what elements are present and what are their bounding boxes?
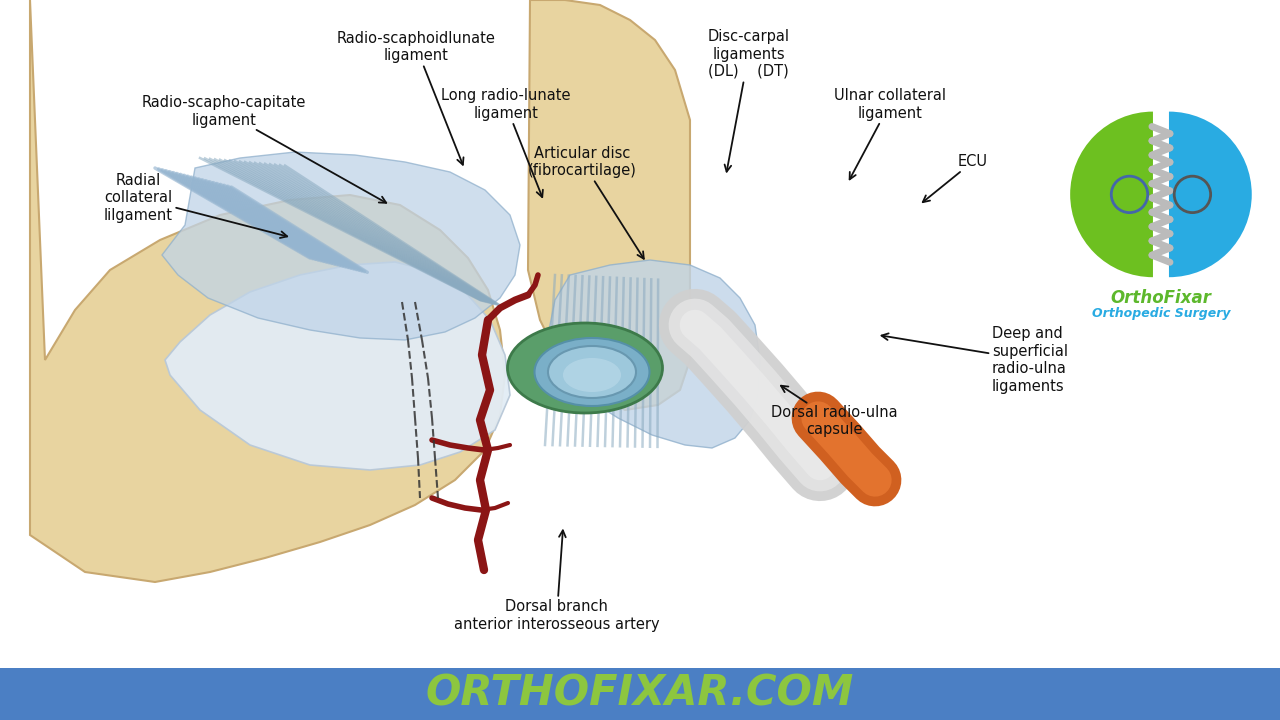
- Ellipse shape: [507, 323, 663, 413]
- Ellipse shape: [548, 346, 636, 398]
- Text: Ulnar collateral
ligament: Ulnar collateral ligament: [833, 88, 946, 179]
- Ellipse shape: [535, 338, 649, 406]
- Text: Dorsal radio-ulna
capsule: Dorsal radio-ulna capsule: [772, 386, 897, 437]
- Text: OrthoFixar: OrthoFixar: [1111, 289, 1211, 307]
- Polygon shape: [529, 0, 690, 410]
- Bar: [0, 668, 1280, 720]
- Polygon shape: [29, 0, 506, 582]
- Text: Long radio-lunate
ligament: Long radio-lunate ligament: [440, 88, 571, 197]
- Wedge shape: [1070, 112, 1153, 277]
- Polygon shape: [548, 260, 760, 448]
- Text: Articular disc
(fibrocartilage): Articular disc (fibrocartilage): [527, 145, 644, 258]
- Wedge shape: [1169, 112, 1252, 277]
- Text: Radial
collateral
lilgament: Radial collateral lilgament: [104, 173, 287, 238]
- Text: Disc-carpal
ligaments
(DL)    (DT): Disc-carpal ligaments (DL) (DT): [708, 29, 790, 171]
- Text: Deep and
superficial
radio-ulna
ligaments: Deep and superficial radio-ulna ligament…: [882, 326, 1068, 394]
- Ellipse shape: [563, 358, 621, 392]
- Text: Orthopedic Surgery: Orthopedic Surgery: [1092, 307, 1230, 320]
- Text: Radio-scaphoidlunate
ligament: Radio-scaphoidlunate ligament: [337, 30, 495, 165]
- Polygon shape: [163, 152, 520, 340]
- Text: ECU: ECU: [923, 155, 987, 202]
- Text: Radio-scapho-capitate
ligament: Radio-scapho-capitate ligament: [142, 95, 387, 203]
- Text: Dorsal branch
anterior interosseous artery: Dorsal branch anterior interosseous arte…: [454, 531, 659, 632]
- Polygon shape: [165, 262, 509, 470]
- Text: ORTHOFIXAR.COM: ORTHOFIXAR.COM: [426, 673, 854, 715]
